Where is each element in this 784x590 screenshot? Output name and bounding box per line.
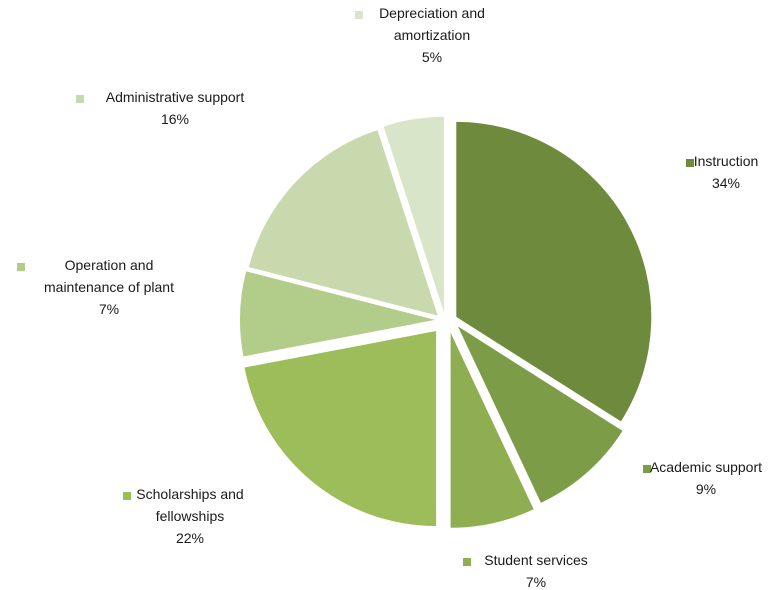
- data-label-student-services: Student services 7%: [484, 552, 588, 590]
- label-marker-academic-support: [643, 465, 651, 473]
- label-marker-depreciation-and-amortization: [355, 11, 363, 19]
- slice-depreciation-and-amortization: [383, 116, 444, 312]
- slice-student-services: [450, 332, 534, 528]
- slice-scholarships-and-fellowships: [244, 331, 437, 526]
- data-label-administrative-support: Administrative support 16%: [106, 89, 245, 127]
- label-marker-scholarships-and-fellowships: [123, 492, 131, 500]
- data-label-scholarships-and-fellowships: Scholarships and fellowships 22%: [136, 486, 243, 546]
- label-marker-instruction: [686, 159, 694, 167]
- label-marker-student-services: [463, 558, 471, 566]
- data-label-depreciation-and-amortization: Depreciation and amortization 5%: [379, 5, 485, 65]
- label-marker-operation-and-maintenance-of-plant: [17, 263, 25, 271]
- slice-instruction: [456, 121, 652, 422]
- data-label-academic-support: Academic support 9%: [650, 459, 762, 497]
- slice-operation-and-maintenance-of-plant: [239, 271, 435, 357]
- data-label-operation-and-maintenance-of-plant: Operation and maintenance of plant 7%: [44, 257, 174, 317]
- slice-administrative-support: [248, 130, 438, 316]
- slice-academic-support: [457, 326, 623, 503]
- data-label-instruction: Instruction 34%: [694, 153, 759, 191]
- label-marker-administrative-support: [76, 95, 84, 103]
